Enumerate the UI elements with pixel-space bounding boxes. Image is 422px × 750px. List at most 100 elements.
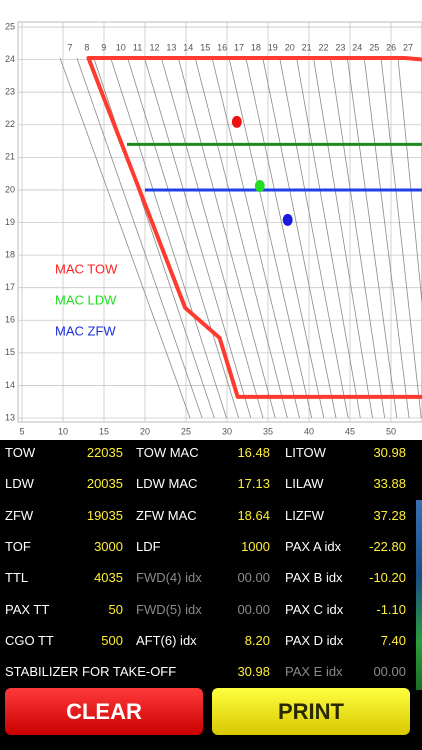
- index-line: [161, 57, 264, 419]
- cell-label: STABILIZER FOR TAKE-OFF: [5, 664, 177, 679]
- y-tick-label: 23: [5, 87, 15, 97]
- cell-value: 1000: [241, 538, 270, 554]
- cell-label: CGO TT: [5, 632, 54, 648]
- index-line: [127, 57, 240, 419]
- legend-label: MAC TOW: [55, 261, 118, 276]
- cell-value: 19035: [86, 507, 123, 523]
- cell-label: TTL: [5, 570, 29, 586]
- cell-value: 00.00: [373, 664, 406, 679]
- top-scale-label: 21: [302, 42, 312, 52]
- cell-label: TOF: [5, 538, 31, 554]
- cg-point: [254, 180, 265, 193]
- index-line: [177, 57, 276, 419]
- y-tick-label: 14: [5, 380, 15, 390]
- cell-label: PAX C idx: [285, 601, 344, 617]
- top-scale-label: 8: [84, 42, 89, 52]
- cg-point: [282, 213, 293, 226]
- y-tick-label: 19: [5, 217, 15, 227]
- top-scale-label: 11: [133, 42, 142, 52]
- cell-value: 17.13: [237, 476, 270, 492]
- cell-label: LDF: [136, 538, 161, 554]
- y-tick-label: 13: [5, 412, 15, 422]
- legend-label: MAC LDW: [55, 292, 117, 307]
- cell-value: 16.48: [237, 445, 270, 460]
- cell-value: 30.98: [373, 445, 406, 460]
- cell-label: LIZFW: [285, 507, 324, 523]
- cell-label: PAX B idx: [285, 570, 343, 586]
- cell-label: FWD(5) idx: [136, 601, 202, 617]
- cell-value: 33.88: [373, 476, 406, 492]
- envelope: [86, 55, 422, 399]
- top-scale-label: 20: [285, 42, 295, 52]
- cell-label: ZFW: [5, 507, 34, 523]
- cell-value: 7.40: [380, 632, 406, 648]
- x-tick-label: 25: [181, 426, 191, 436]
- index-line: [313, 57, 373, 419]
- index-line: [211, 57, 300, 419]
- cell-value: 22035: [86, 445, 123, 460]
- index-line: [346, 57, 398, 419]
- x-tick-label: 30: [222, 426, 232, 436]
- cell-value: 18.64: [237, 507, 270, 523]
- x-tick-label: 35: [263, 426, 273, 436]
- cell-label: PAX E idx: [285, 664, 343, 679]
- index-line: [363, 57, 410, 419]
- index-line: [397, 57, 422, 307]
- cell-label: PAX D idx: [285, 632, 344, 648]
- top-scale-label: 23: [335, 42, 345, 52]
- cell-label: LDW: [5, 476, 34, 492]
- top-scale-label: 18: [251, 42, 261, 52]
- x-tick-label: 20: [140, 426, 150, 436]
- top-scale-label: 24: [352, 42, 362, 52]
- top-scale-label: 10: [116, 42, 126, 52]
- legend-label: MAC ZFW: [55, 323, 116, 338]
- top-scale-label: 19: [268, 42, 278, 52]
- top-scale-label: 26: [386, 42, 396, 52]
- cell-value: 00.00: [237, 570, 270, 586]
- cell-value: 500: [101, 632, 123, 648]
- cell-label: AFT(6) idx: [136, 632, 197, 648]
- edge-strip: [416, 500, 422, 690]
- clear-button[interactable]: CLEAR: [5, 688, 203, 735]
- x-tick-label: 10: [58, 426, 68, 436]
- cell-value: 3000: [94, 538, 123, 554]
- cell-label: LILAW: [285, 476, 324, 492]
- top-scale-label: 17: [234, 42, 244, 52]
- y-tick-label: 16: [5, 315, 15, 325]
- cell-value: -22.80: [369, 538, 406, 554]
- cell-value: 00.00: [237, 601, 270, 617]
- print-button[interactable]: PRINT: [212, 688, 410, 735]
- top-scale-label: 7: [67, 42, 72, 52]
- cell-label: TOW MAC: [136, 445, 199, 460]
- index-line: [110, 57, 227, 419]
- cell-value: -1.10: [376, 601, 406, 617]
- plot-frame: [17, 21, 422, 423]
- top-scale-label: 15: [200, 42, 210, 52]
- y-tick-label: 20: [5, 184, 15, 194]
- cell-value: 8.20: [244, 632, 270, 648]
- x-tick-label: 5: [19, 426, 24, 436]
- index-line: [262, 57, 337, 419]
- cell-value: 20035: [86, 476, 123, 492]
- index-line: [296, 57, 361, 419]
- top-scale-label: 14: [183, 42, 193, 52]
- top-scale-label: 25: [369, 42, 379, 52]
- index-line: [245, 57, 325, 419]
- cell-label: FWD(4) idx: [136, 570, 202, 586]
- cell-label: ZFW MAC: [136, 507, 197, 523]
- cell-value: 4035: [94, 570, 123, 586]
- top-scale-label: 16: [217, 42, 227, 52]
- index-line: [330, 57, 386, 419]
- index-line: [144, 57, 252, 419]
- cell-value: 30.98: [237, 664, 270, 679]
- top-scale-label: 9: [101, 42, 106, 52]
- x-tick-label: 15: [99, 426, 109, 436]
- x-tick-label: 50: [386, 426, 396, 436]
- y-tick-label: 25: [5, 21, 15, 31]
- top-scale-label: 22: [318, 42, 328, 52]
- cell-value: -10.20: [369, 570, 406, 586]
- index-line: [76, 57, 203, 419]
- cell-label: LDW MAC: [136, 476, 198, 492]
- index-line: [279, 57, 349, 419]
